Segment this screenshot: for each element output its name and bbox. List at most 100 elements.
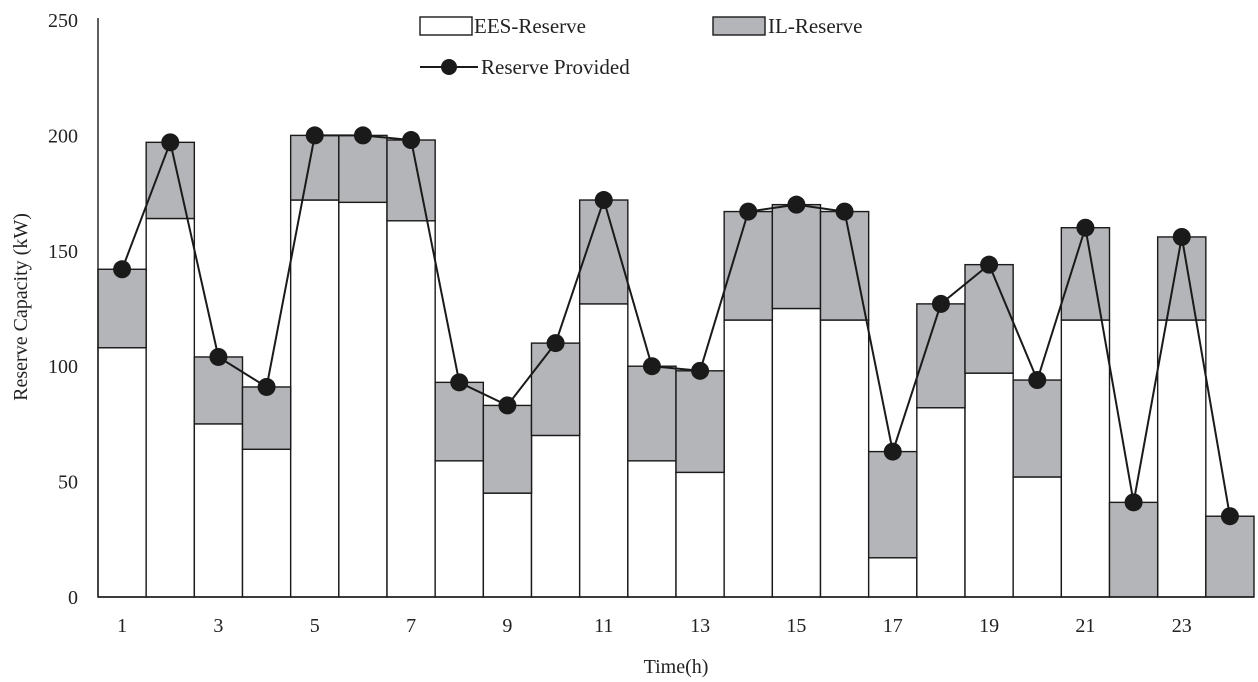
ees-bar-16 [819, 319, 870, 598]
reserve-provided-point-12 [642, 357, 661, 376]
il-bar-20 [1012, 379, 1063, 478]
reserve-provided-point-16 [835, 202, 854, 221]
reserve-provided-point-19 [980, 255, 999, 274]
il-bar-15 [771, 203, 822, 310]
legend-label-reserve-provided: Reserve Provided [481, 55, 630, 79]
reserve-provided-point-18 [931, 294, 950, 313]
ees-bar-19 [964, 372, 1014, 598]
x-tick-label: 23 [1172, 615, 1192, 637]
legend-swatch-marker [441, 59, 457, 75]
reserve-provided-point-7 [402, 131, 421, 150]
ees-bar-15 [771, 307, 822, 598]
x-tick-label: 17 [883, 615, 903, 637]
ees-bar-12 [627, 460, 677, 598]
x-tick-label: 15 [786, 615, 806, 637]
ees-bar-5 [289, 199, 340, 598]
axes [97, 18, 1254, 598]
legend: EES-Reserve IL-Reserve Reserve Provided [419, 14, 862, 79]
il-bar-17 [867, 450, 918, 559]
legend-label-il: IL-Reserve [768, 14, 862, 38]
reserve-provided-point-9 [498, 396, 517, 415]
ees-bar-4 [241, 448, 292, 598]
y-axis-title: Reserve Capacity (kW) [10, 213, 32, 401]
ees-bar-9 [482, 492, 533, 598]
reserve-provided-point-11 [594, 191, 613, 210]
il-bar-5 [289, 134, 340, 201]
y-tick-label: 0 [68, 587, 78, 609]
reserve-provided-point-3 [209, 347, 228, 366]
y-tick-label: 250 [48, 10, 78, 32]
il-bar-21 [1060, 227, 1111, 321]
ees-bar-11 [578, 303, 629, 598]
reserve-provided-point-2 [161, 133, 180, 152]
il-bar-1 [97, 268, 147, 349]
reserve-provided-point-23 [1172, 227, 1191, 246]
x-axis-title: Time(h) [644, 656, 709, 678]
il-bar-7 [386, 139, 436, 222]
reserve-provided-point-5 [305, 126, 324, 145]
x-tick-label: 9 [502, 615, 512, 637]
x-tick-label: 7 [406, 615, 416, 637]
reserve-provided-point-1 [113, 260, 132, 279]
reserve-provided-point-15 [787, 195, 806, 214]
reserve-provided-point-8 [450, 373, 469, 392]
ees-bar-18 [916, 407, 966, 598]
legend-swatch-il [712, 16, 766, 36]
ees-bar-3 [193, 423, 244, 598]
ees-bar-6 [338, 201, 388, 598]
reserve-provided-point-17 [883, 442, 902, 461]
il-bar-2 [145, 141, 196, 220]
reserve-provided-point-20 [1028, 371, 1047, 390]
legend-label-ees: EES-Reserve [474, 14, 586, 38]
il-bar-13 [675, 370, 725, 474]
x-tick-label: 21 [1075, 615, 1095, 637]
il-bar-24 [1205, 515, 1255, 598]
ees-bar-13 [675, 471, 725, 598]
il-bar-22 [1108, 501, 1159, 598]
il-bar-8 [434, 381, 485, 462]
ees-bar-7 [386, 220, 436, 598]
x-tick-label: 11 [594, 615, 613, 637]
reserve-provided-point-21 [1076, 218, 1095, 237]
y-tick-label: 150 [48, 241, 78, 263]
ees-bar-10 [530, 434, 581, 598]
x-tick-label: 19 [979, 615, 999, 637]
il-bar-9 [482, 404, 533, 494]
ees-bar-1 [97, 347, 147, 598]
reserve-provided-point-13 [691, 361, 710, 380]
y-tick-label: 50 [58, 472, 78, 494]
reserve-provided-point-24 [1220, 507, 1239, 526]
il-bar-6 [338, 134, 388, 204]
il-bar-10 [530, 342, 581, 437]
ees-bar-21 [1060, 319, 1111, 598]
il-reserve-bars [97, 134, 1255, 598]
reserve-provided-point-6 [353, 126, 372, 145]
ees-bar-17 [867, 557, 918, 598]
ees-bar-23 [1156, 319, 1207, 598]
x-tick-label: 3 [213, 615, 223, 637]
reserve-provided-line [113, 126, 1239, 526]
ees-reserve-bars [97, 199, 1207, 598]
y-tick-label: 200 [48, 125, 78, 147]
ees-bar-20 [1012, 476, 1063, 598]
legend-swatch-ees [419, 16, 473, 36]
ees-bar-14 [723, 319, 774, 598]
reserve-provided-polyline [121, 134, 1231, 517]
reserve-provided-point-22 [1124, 493, 1143, 512]
il-bar-16 [819, 210, 870, 321]
ees-bar-2 [145, 217, 196, 598]
il-bar-12 [627, 365, 677, 462]
y-tick-label: 100 [48, 356, 78, 378]
il-bar-4 [241, 386, 292, 450]
x-tick-label: 13 [690, 615, 710, 637]
reserve-provided-point-14 [739, 202, 758, 221]
x-tick-label: 1 [117, 615, 127, 637]
il-bar-23 [1156, 236, 1207, 321]
x-tick-label: 5 [310, 615, 320, 637]
reserve-provided-point-4 [257, 377, 276, 396]
reserve-provided-point-10 [546, 334, 565, 353]
il-bar-19 [964, 263, 1014, 374]
ees-bar-8 [434, 460, 485, 598]
